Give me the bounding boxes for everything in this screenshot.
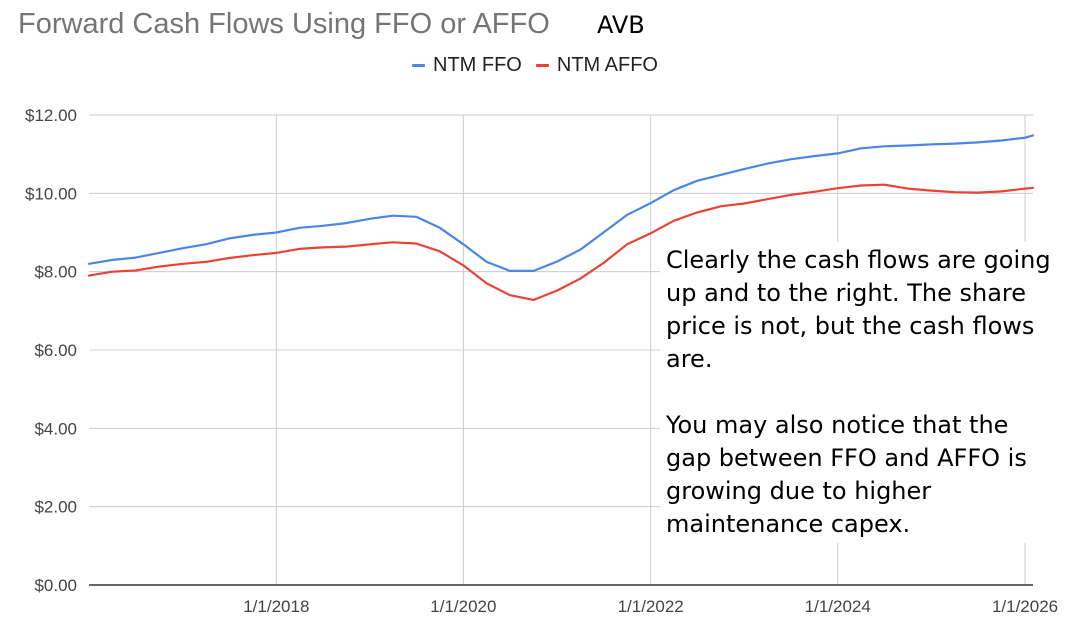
series-line-ntm-ffo [87, 134, 1035, 272]
chart-title: Forward Cash Flows Using FFO or AFFO [18, 8, 550, 40]
x-tick-label: 1/1/2024 [805, 597, 871, 616]
y-tick-label: $12.00 [25, 106, 77, 125]
legend-label-affo: NTM AFFO [556, 53, 658, 76]
legend-swatch-affo [535, 63, 549, 67]
annotation-paragraph-1: Clearly the cash flows are going up and … [666, 246, 1051, 373]
legend-swatch-ffo [412, 63, 425, 67]
y-tick-label: $6.00 [34, 341, 77, 360]
series-line-ntm-affo [87, 183, 1035, 301]
y-tick-label: $0.00 [34, 576, 77, 595]
legend-item-ffo: NTM FFO [412, 54, 522, 77]
legend-label-ffo: NTM FFO [433, 53, 522, 76]
chart-legend: NTM FFO NTM AFFO [412, 52, 672, 78]
y-tick-label: $2.00 [34, 498, 77, 517]
legend-item-affo: NTM AFFO [535, 53, 658, 77]
x-tick-label: 1/1/2018 [243, 597, 309, 616]
y-tick-label: $4.00 [34, 419, 77, 438]
x-tick-label: 1/1/2020 [430, 597, 496, 616]
annotation-paragraph-2: You may also notice that the gap between… [666, 411, 1027, 538]
y-tick-label: $10.00 [25, 184, 77, 203]
x-tick-label: 1/1/2026 [992, 597, 1058, 616]
x-tick-label: 1/1/2022 [618, 597, 684, 616]
ticker-label: AVB [597, 11, 645, 39]
y-tick-label: $8.00 [34, 263, 77, 282]
annotation-box: Clearly the cash flows are going up and … [660, 242, 1060, 543]
